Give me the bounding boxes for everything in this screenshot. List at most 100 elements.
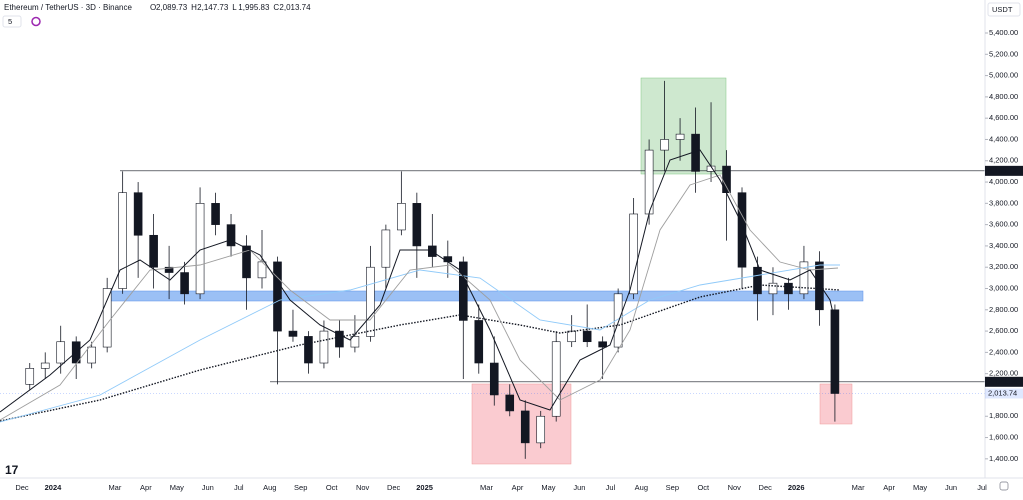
x-tick-label: Jun: [202, 483, 214, 492]
candle-body: [520, 410, 530, 444]
timezone-button[interactable]: [999, 481, 1009, 491]
candle-body: [489, 362, 499, 396]
candle-body: [613, 293, 623, 348]
y-tick-label: 5,400.00: [989, 28, 1018, 37]
y-tick-label: 3,400.00: [989, 241, 1018, 250]
x-tick-label: May: [541, 483, 555, 492]
candle-body: [102, 288, 112, 348]
x-tick-label: Jun: [573, 483, 585, 492]
x-tick-label: Nov: [728, 483, 742, 492]
candle-body: [598, 341, 607, 348]
x-tick-label: Jun: [945, 483, 957, 492]
y-tick-label: 1,400.00: [989, 454, 1018, 463]
price-label-bg: [985, 376, 1023, 387]
y-tick-label: 2,400.00: [989, 347, 1018, 356]
candle-body: [629, 213, 638, 295]
y-tick-label: 5,200.00: [989, 49, 1018, 58]
last-price-label: 2,013.74: [988, 388, 1017, 397]
candle-body: [443, 256, 453, 263]
candle-body: [133, 192, 143, 236]
last-price-bg: [985, 388, 1023, 399]
x-tick-label: Apr: [512, 483, 524, 492]
candle-body: [288, 330, 298, 337]
candle-body: [675, 133, 685, 140]
ohlc-key: L: [232, 3, 237, 12]
currency-label: USDT: [992, 5, 1013, 14]
y-tick-label: 2,200.00: [989, 369, 1018, 378]
x-tick-label: Jul: [606, 483, 616, 492]
ma-20: [0, 149, 839, 413]
y-tick-label: 4,000.00: [989, 177, 1018, 186]
candle-body: [180, 272, 189, 295]
ohlc-value: 2,013.74: [279, 3, 311, 12]
green-zone[interactable]: [640, 77, 727, 175]
candle-body: [335, 330, 344, 348]
candle-body: [381, 229, 391, 268]
ohlc-value: 2,089.73: [156, 3, 188, 12]
candle-body: [25, 368, 35, 385]
axes: 1,400.00 1,600.00 1,800.00 2,200.00 2,400.00…: [15, 28, 1023, 492]
candle-body: [799, 261, 809, 295]
candle-body: [397, 203, 406, 231]
candle-body: [768, 282, 778, 295]
x-tick-label: 2025: [416, 483, 433, 492]
candle-body: [366, 266, 375, 337]
candle-body: [722, 165, 731, 193]
candle-body: [211, 203, 220, 225]
x-tick-label: Mar: [852, 483, 865, 492]
candle-body: [815, 261, 824, 311]
y-tick-label: 2,800.00: [989, 305, 1018, 314]
currency-button[interactable]: [987, 2, 1021, 17]
y-tick-label: 4,600.00: [989, 113, 1018, 122]
candle-body: [505, 394, 515, 412]
y-tick-label: 2,600.00: [989, 326, 1018, 335]
x-tick-label: 2024: [45, 483, 63, 492]
candle-body: [567, 330, 576, 343]
symbol-title: Ethereum / TetherUS · 3D · Binance: [4, 3, 132, 12]
ohlc-value: 2,147.73: [197, 3, 229, 12]
candle-body: [87, 346, 96, 364]
x-tick-label: Sep: [294, 483, 307, 492]
candle-body: [164, 266, 174, 273]
candle-body: [474, 320, 484, 364]
y-tick-label: 5,000.00: [989, 71, 1018, 80]
candle-body: [304, 336, 313, 364]
ohlc-key: C: [273, 3, 279, 12]
y-tick-label: 1,600.00: [989, 433, 1018, 442]
candle-body: [273, 261, 282, 332]
x-tick-label: Oct: [697, 483, 710, 492]
ohlc-key: H: [191, 3, 197, 12]
x-tick-label: Mar: [480, 483, 493, 492]
ma-200: [0, 284, 841, 422]
x-tick-label: Aug: [263, 483, 276, 492]
x-tick-label: Aug: [635, 483, 648, 492]
candle-body: [149, 234, 158, 268]
tv-logo: 17: [5, 463, 19, 477]
candle-body: [582, 330, 592, 343]
x-tick-label: Sep: [666, 483, 679, 492]
candle-body: [551, 341, 561, 417]
ohlc-legend: O 2,089.73 H 2,147.73 L 1,995.83 C 2,013.74: [150, 3, 311, 12]
candle-body: [56, 341, 66, 364]
x-tick-label: Apr: [140, 483, 152, 492]
candle-body: [319, 330, 329, 364]
x-tick-label: Nov: [356, 483, 370, 492]
y-tick-label: 3,800.00: [989, 198, 1018, 207]
ohlc-key: O: [150, 3, 156, 12]
candle-body: [242, 245, 251, 279]
x-tick-label: Oct: [326, 483, 339, 492]
candle-body: [737, 192, 747, 268]
indicators-toggle[interactable]: [2, 15, 22, 28]
support-band[interactable]: [104, 290, 864, 302]
indicator-icon[interactable]: [31, 16, 41, 27]
x-tick-label: Jul: [234, 483, 244, 492]
candle-body: [226, 224, 236, 247]
candle-body: [412, 203, 422, 247]
x-tick-label: Dec: [387, 483, 401, 492]
y-tick-label: 4,800.00: [989, 92, 1018, 101]
price-label-bg: [985, 165, 1023, 176]
x-tick-label: Dec: [759, 483, 773, 492]
x-tick-label: Dec: [15, 483, 29, 492]
y-tick-label: 3,200.00: [989, 262, 1018, 271]
